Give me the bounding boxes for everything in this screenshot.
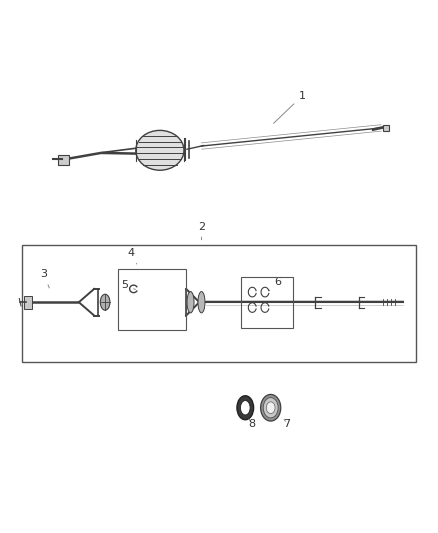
Text: 6: 6 — [269, 278, 282, 290]
Ellipse shape — [240, 401, 250, 415]
Bar — [118, 269, 186, 330]
Ellipse shape — [263, 398, 278, 418]
Bar — [22, 245, 416, 362]
Bar — [58, 155, 69, 165]
Text: 2: 2 — [198, 222, 205, 240]
Text: 4: 4 — [128, 248, 137, 264]
Text: 1: 1 — [274, 91, 306, 123]
Text: 7: 7 — [283, 419, 290, 429]
Text: 3: 3 — [40, 270, 49, 288]
Bar — [383, 125, 389, 131]
Ellipse shape — [136, 131, 184, 170]
Ellipse shape — [266, 402, 275, 414]
Text: 8: 8 — [248, 419, 255, 429]
Ellipse shape — [187, 292, 194, 313]
Ellipse shape — [237, 395, 254, 420]
Ellipse shape — [261, 394, 281, 421]
Bar — [24, 296, 32, 309]
Bar — [241, 277, 293, 328]
Ellipse shape — [100, 294, 110, 310]
Ellipse shape — [198, 292, 205, 313]
Text: 5: 5 — [121, 280, 135, 290]
